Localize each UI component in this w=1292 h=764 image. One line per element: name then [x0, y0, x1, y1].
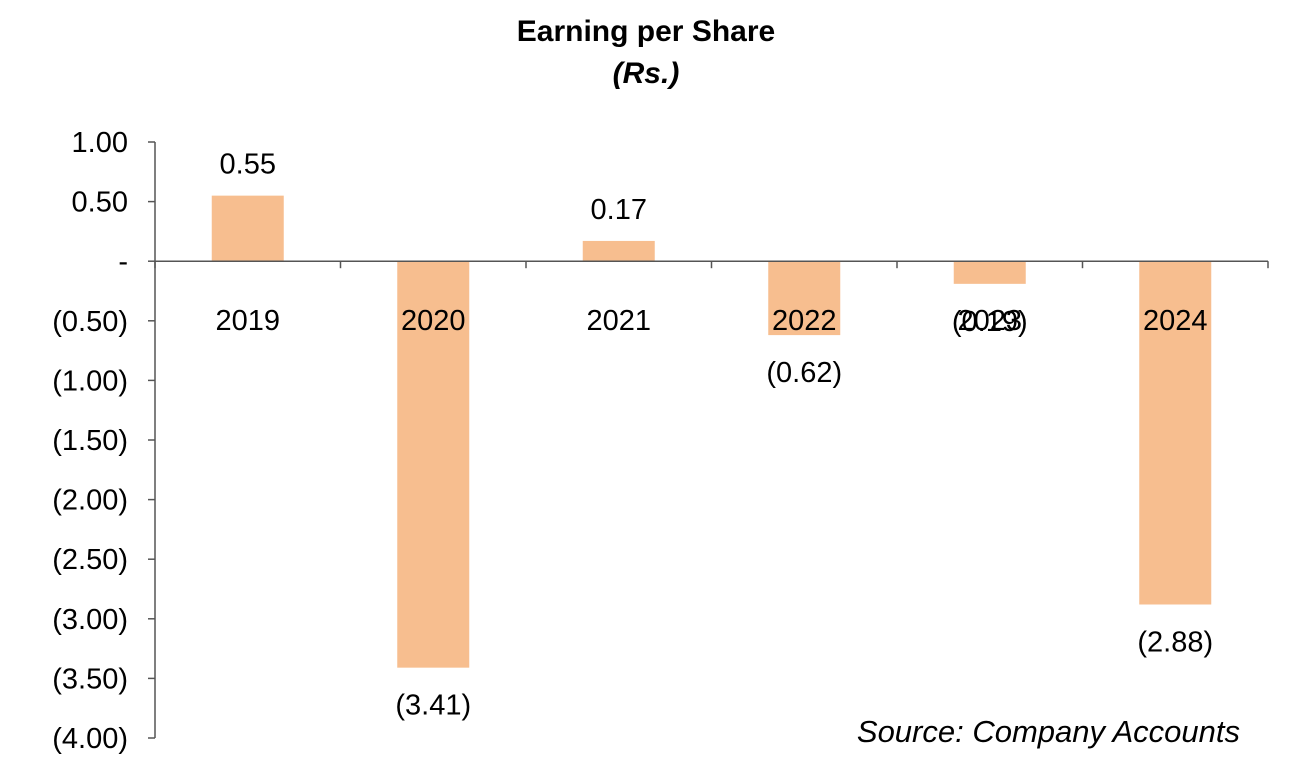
bar-2019: [211, 195, 284, 262]
chart-subtitle: (Rs.): [612, 57, 680, 90]
y-tick-label: (1.50): [52, 425, 128, 457]
x-category-label: 2019: [215, 305, 280, 337]
data-label: (0.19): [952, 306, 1028, 338]
x-category-label: 2020: [401, 305, 466, 337]
bar-2022: [768, 261, 841, 336]
bar-2020: [397, 261, 470, 668]
x-category-label: 2023: [957, 305, 1022, 337]
data-label: 0.17: [591, 194, 647, 226]
x-category-label: 2022: [772, 305, 837, 337]
bar-2023: [953, 261, 1026, 284]
source-note: Source: Company Accounts: [856, 714, 1240, 749]
y-tick-label: (3.00): [52, 604, 128, 636]
y-tick-label: 1.00: [72, 127, 128, 159]
y-tick-label: (0.50): [52, 306, 128, 338]
data-label: (0.62): [766, 357, 842, 389]
x-category-label: 2021: [586, 305, 651, 337]
data-label: (3.41): [395, 690, 471, 722]
chart-title: Earning per Share: [516, 15, 776, 48]
bar-2021: [582, 240, 655, 262]
y-tick-label: (2.50): [52, 544, 128, 576]
y-tick-label: -: [118, 246, 128, 278]
bar-2024: [1139, 261, 1212, 605]
data-label: (2.88): [1137, 626, 1213, 658]
y-tick-label: (3.50): [52, 663, 128, 695]
x-category-label: 2024: [1143, 305, 1208, 337]
y-tick-label: (4.00): [52, 723, 128, 755]
data-label: 0.55: [220, 149, 276, 181]
y-tick-label: (2.00): [52, 485, 128, 517]
y-tick-label: 0.50: [72, 187, 128, 219]
y-tick-label: (1.00): [52, 365, 128, 397]
